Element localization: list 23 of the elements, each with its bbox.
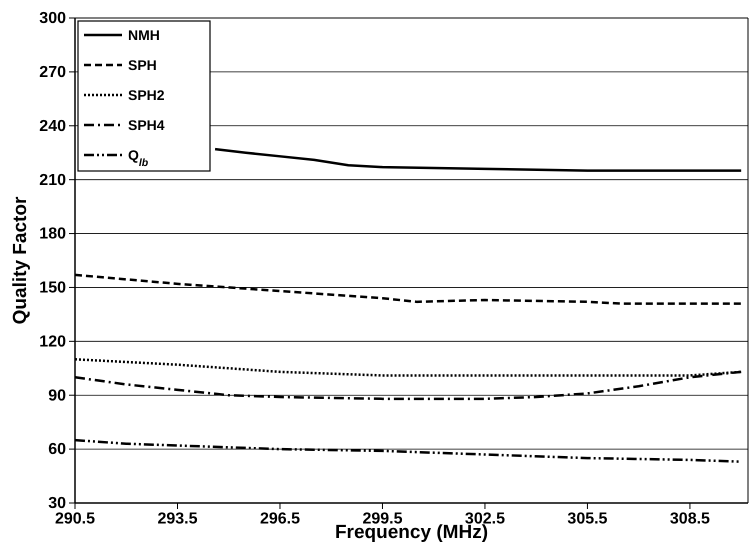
x-tick-label: 308.5	[670, 510, 710, 528]
x-tick-label: 293.5	[157, 510, 198, 528]
y-tick-label: 60	[48, 441, 66, 458]
y-tick-label: 120	[39, 333, 66, 350]
y-tick-label: 30	[48, 495, 66, 512]
legend-label: SPH	[128, 57, 157, 73]
legend-label: SPH2	[128, 87, 165, 103]
x-tick-label: 296.5	[260, 510, 300, 528]
line-series	[214, 148, 742, 172]
y-axis-title: Quality Factor	[10, 196, 31, 324]
x-tick-label: 305.5	[567, 510, 608, 528]
x-tick-label: 299.5	[362, 510, 403, 528]
y-tick-label: 300	[39, 10, 66, 28]
legend-label: SPH4	[128, 117, 165, 133]
legend-label: NMH	[128, 27, 160, 43]
y-tick-label: 270	[39, 64, 66, 82]
y-tick-label: 180	[39, 226, 66, 243]
y-tick-label: 240	[39, 118, 66, 135]
y-tick-label: 90	[48, 387, 66, 404]
legend-label: Q$_{lb}$	[128, 147, 149, 169]
x-tick-label: 290.5	[54, 510, 96, 528]
y-tick-label: 150	[39, 280, 66, 297]
y-tick-label: 210	[39, 172, 66, 189]
